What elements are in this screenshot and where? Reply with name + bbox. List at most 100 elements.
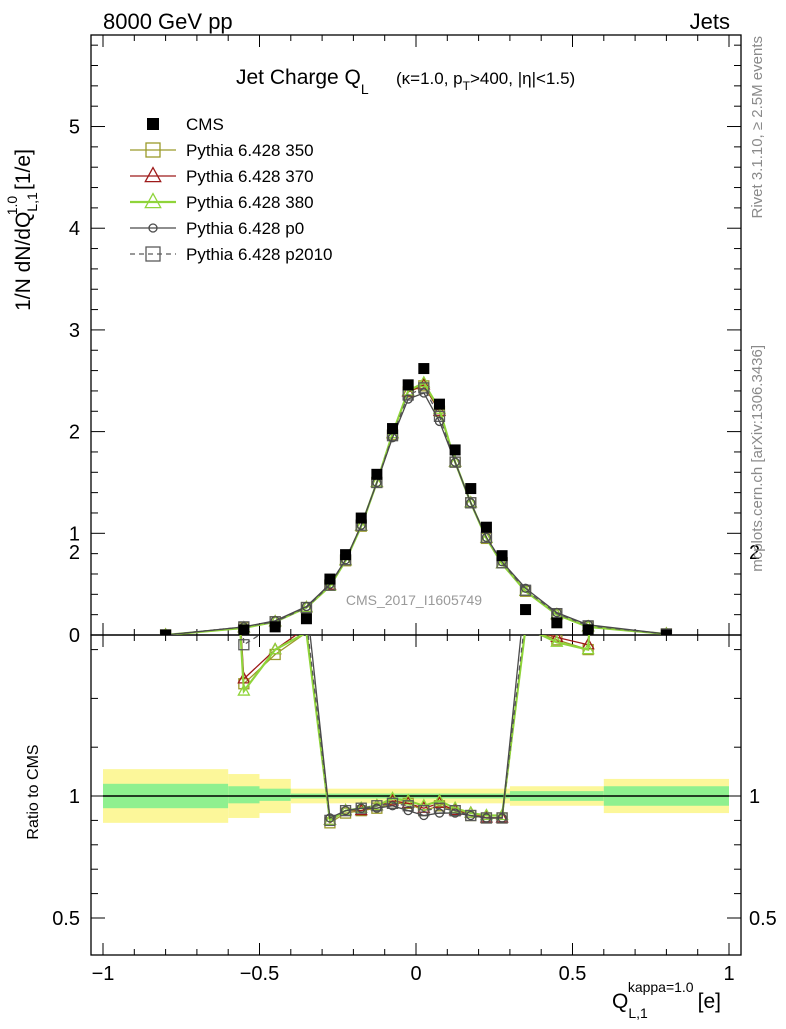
series-line-4 [165, 392, 667, 635]
ratio-y-tick-label-left: 2 [69, 542, 80, 564]
ratio-point-3 [340, 805, 351, 816]
ratio-line-3 [309, 635, 522, 819]
series-point-5 [519, 584, 532, 596]
cms-data-point [340, 549, 352, 561]
y-tick-label: 0 [69, 625, 80, 647]
analysis-watermark: CMS_2017_I1605749 [346, 592, 482, 608]
cms-data-point [269, 621, 281, 633]
ratio-point-3 [497, 813, 507, 823]
ratio-point-2 [401, 793, 415, 806]
cms-data-point [371, 468, 383, 480]
collision-label: 8000 GeV pp [103, 9, 233, 34]
series-point-4 [301, 601, 312, 612]
series-point-4 [466, 498, 476, 508]
cms-data-point [418, 363, 430, 375]
y-tick-label: 1 [69, 523, 80, 545]
ratio-point-3 [372, 803, 382, 813]
cms-data-point [238, 624, 250, 635]
legend-label: CMS [186, 115, 224, 134]
series-point-4 [419, 388, 429, 398]
cms-data-point [160, 629, 172, 635]
ratio-point-4 [371, 800, 383, 812]
legend-label: Pythia 6.428 350 [186, 141, 314, 160]
ratio-point-3 [356, 803, 366, 813]
legend-marker-cms [147, 118, 159, 130]
series-point-4 [403, 394, 413, 404]
legend-label: Pythia 6.428 p0 [186, 219, 304, 238]
x-tick-label: −1 [92, 963, 115, 985]
band-inner-2 [259, 788, 291, 801]
main-panel-series [159, 363, 673, 635]
legend-marker [145, 142, 161, 158]
cms-data-point [660, 629, 672, 635]
cms-data-point [433, 398, 445, 410]
ratio-point-2 [385, 791, 400, 804]
ratio-point-3 [434, 808, 445, 818]
legend-entry-4: Pythia 6.428 p0 [130, 219, 304, 238]
ratio-point-3 [325, 813, 335, 823]
ratio-point-3 [403, 805, 413, 816]
ratio-point-3 [419, 810, 429, 821]
ratio-point-2 [417, 798, 431, 811]
category-label: Jets [690, 9, 730, 34]
legend-entry-3: Pythia 6.428 380 [130, 192, 314, 212]
ratio-point-3 [481, 813, 492, 823]
x-tick-label: −0.5 [240, 963, 279, 985]
legend-entry-1: Pythia 6.428 350 [130, 141, 314, 160]
ratio-point-4 [386, 797, 399, 809]
x-tick-label: 1 [723, 963, 734, 985]
cms-data-point [480, 521, 492, 533]
legend-entry-5: Pythia 6.428 p2010 [130, 245, 333, 264]
series-point-4 [434, 416, 445, 427]
cms-data-point [355, 512, 367, 524]
cms-data-point [496, 550, 508, 562]
series-point-3 [299, 600, 314, 613]
legend-marker [144, 192, 162, 209]
legend-marker [144, 166, 162, 183]
legend-label: Pythia 6.428 p2010 [186, 245, 333, 264]
series-point-4 [552, 607, 562, 618]
ratio-y-tick-label-left: 0.5 [52, 908, 80, 930]
y-tick-label: 2 [69, 422, 80, 444]
ratio-y-tick-label-right: 0.5 [749, 908, 777, 930]
ratio-point-2 [581, 642, 595, 655]
ratio-point-2 [448, 800, 462, 813]
cms-data-point [551, 617, 563, 629]
cms-data-point [387, 423, 399, 435]
ratio-panel-series [237, 635, 595, 829]
cms-data-point [465, 483, 477, 495]
band-inner-1 [228, 786, 260, 804]
ratio-point-4 [238, 639, 250, 651]
ratio-line-4 [242, 635, 524, 822]
y-tick-label: 4 [69, 218, 80, 240]
legend-label: Pythia 6.428 370 [186, 167, 314, 186]
ratio-point-2 [268, 642, 282, 655]
ratio-point-4 [449, 804, 461, 817]
cms-data-point [582, 624, 594, 635]
cms-data-point [324, 573, 336, 585]
ratio-point-3 [450, 808, 460, 818]
legend-marker [148, 223, 158, 233]
legend-marker [145, 246, 161, 262]
y-tick-label: 5 [69, 117, 80, 139]
ratio-uncertainty-bands [103, 769, 729, 823]
series-point-3 [417, 375, 431, 388]
ratio-point-1 [417, 800, 431, 813]
rivet-label: Rivet 3.1.10, ≥ 2.5M events [749, 36, 766, 219]
ratio-point-2 [237, 683, 251, 696]
cms-data-point [449, 444, 461, 456]
cms-data-point [520, 604, 532, 616]
ratio-y-tick-label-left: 1 [69, 786, 80, 808]
series-point-5 [449, 456, 461, 468]
mcplots-label: mcplots.cern.ch [arXiv:1306.3436] [749, 345, 766, 572]
x-tick-label: 0.5 [559, 963, 587, 985]
ratio-point-2 [550, 635, 564, 647]
legend-entry-0: CMS [147, 115, 224, 134]
ratio-line-2 [239, 635, 591, 823]
cms-data-point [402, 379, 414, 391]
ratio-y-tick-label-right: 2 [749, 542, 760, 564]
